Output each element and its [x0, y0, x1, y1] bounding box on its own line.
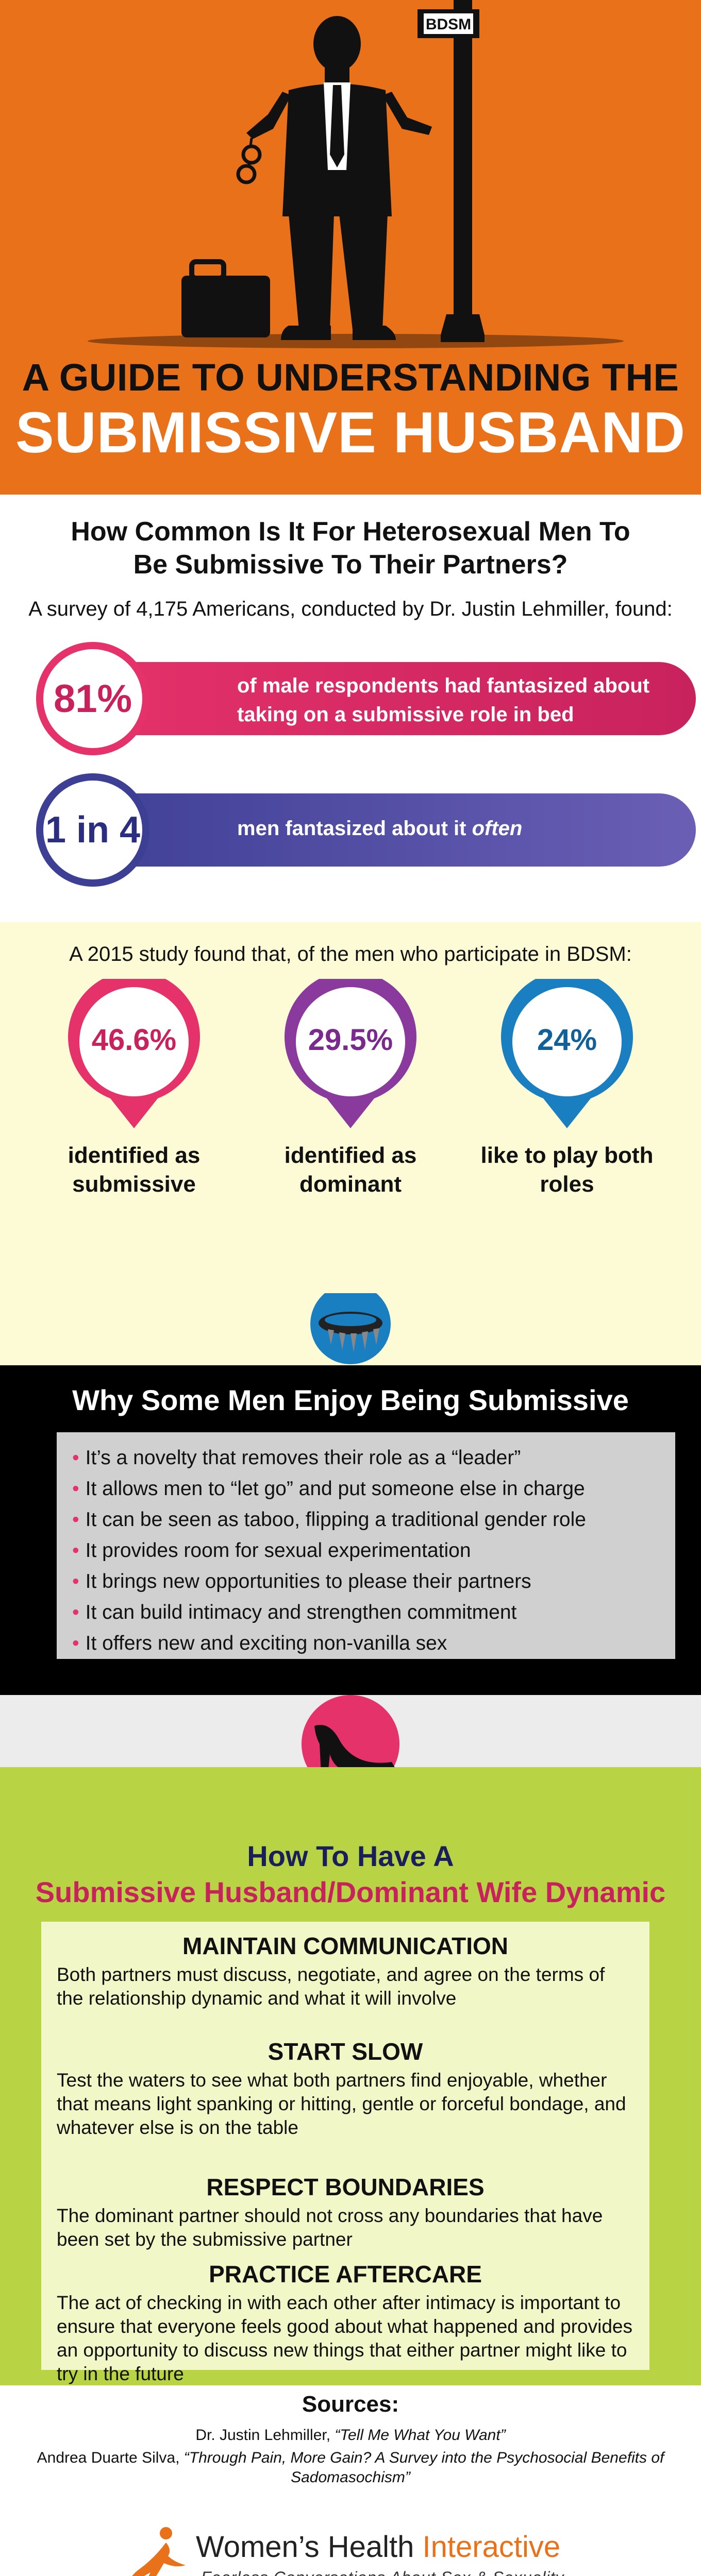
howto-section: How To Have A Submissive Husband/Dominan… [0, 1767, 701, 2385]
stat-label: identified as dominant [284, 1143, 417, 1197]
hero-title-line1: A GUIDE TO UNDERSTANDING THE [22, 356, 679, 399]
man-figure [246, 16, 432, 340]
tip-text: Both partners must discuss, negotiate, a… [57, 1964, 605, 2009]
source-author: Andrea Duarte Silva, [37, 2449, 184, 2466]
list-item-text: It allows men to “let go” and put someon… [85, 1478, 585, 1500]
tip-boundaries: RESPECT BOUNDARIES The dominant partner … [57, 2173, 634, 2251]
stat-text: of male respondents had fantasized about… [237, 674, 650, 726]
womens-health-logo-icon [132, 2527, 186, 2576]
heel-divider [0, 1695, 701, 1767]
stat-percent: 29.5% [308, 1023, 393, 1057]
tip-text: The act of checking in with each other a… [57, 2292, 632, 2384]
map-pin-icon [501, 979, 633, 1128]
bullet: • [72, 1601, 79, 1623]
stat-text-main: men fantasized about it [237, 817, 472, 840]
tip-heading: START SLOW [268, 2038, 423, 2065]
stat-percent: 46.6% [91, 1023, 177, 1057]
tip-aftercare: PRACTICE AFTERCARE The act of checking i… [57, 2260, 634, 2385]
sources-section: Sources: Dr. Justin Lehmiller, “Tell Me … [0, 2385, 701, 2576]
list-item: • It can build intimacy and strengthen co… [72, 1597, 675, 1628]
stat-text: men fantasized about it often [237, 814, 691, 843]
list-item: • It allows men to “let go” and put someo… [72, 1473, 675, 1504]
howto-tips-box: MAINTAIN COMMUNICATION Both partners mus… [41, 1922, 649, 2384]
stat-pin-submissive: 46.6% identified as submissive [57, 979, 211, 1197]
stat-circle: 1 in 4 [36, 773, 149, 887]
why-section: Why Some Men Enjoy Being Submissive • It’… [0, 1365, 701, 1695]
source-work: “Through Pain, More Gain? A Survey into … [183, 2449, 664, 2486]
stat-label: identified as submissive [68, 1143, 201, 1197]
howto-title-line1: How To Have A [247, 1840, 454, 1872]
signpost-icon: BDSM [418, 0, 485, 342]
stat-pin-both: 24% like to play both roles [481, 979, 653, 1197]
brand-name-accent: Interactive [422, 2530, 561, 2564]
handcuffs-icon [236, 138, 262, 184]
why-title: Why Some Men Enjoy Being Submissive [72, 1384, 629, 1416]
tip-text: Test the waters to see what both partner… [57, 2070, 626, 2138]
stat-bar-81: of male respondents had fantasized about… [62, 662, 696, 735]
list-item-text: It can be seen as taboo, flipping a trad… [85, 1509, 586, 1531]
bullet: • [72, 1570, 79, 1592]
why-list: • It’s a novelty that removes their role … [57, 1432, 675, 1659]
survey-section: How Common Is It For Heterosexual Men To… [0, 495, 701, 922]
brand-name-main: Women’s Health [196, 2530, 423, 2564]
tip-heading: RESPECT BOUNDARIES [206, 2174, 485, 2200]
stat-bar-1in4: men fantasized about it often [62, 793, 696, 867]
stat-percent: 24% [537, 1023, 597, 1057]
brand-tagline: Fearless Conversations About Sex & Sexua… [201, 2568, 564, 2576]
howto-title-line2: Submissive Husband/Dominant Wife Dynamic [35, 1876, 666, 1908]
stat-pin-dominant: 29.5% identified as dominant [273, 979, 428, 1197]
map-pin-icon [68, 979, 200, 1128]
tip-text: The dominant partner should not cross an… [57, 2205, 603, 2250]
list-item-text: It can build intimacy and strengthen com… [85, 1601, 517, 1623]
map-pin-icon [285, 979, 416, 1128]
bdsm-study-section: A 2015 study found that, of the men who … [0, 922, 701, 1293]
source-author: Dr. Justin Lehmiller, [195, 2427, 335, 2444]
hero-section: BDSM [0, 0, 701, 495]
tip-start-slow: START SLOW Test the waters to see what b… [57, 2038, 634, 2140]
survey-intro: A survey of 4,175 Americans, conducted b… [28, 598, 673, 620]
bullet: • [72, 1632, 79, 1654]
list-item-text: It’s a novelty that removes their role a… [85, 1447, 521, 1469]
sources-title: Sources: [302, 2392, 399, 2417]
stat-label: like to play both roles [480, 1143, 654, 1197]
collar-divider [0, 1293, 701, 1365]
list-item: • It’s a novelty that removes their role … [72, 1443, 675, 1473]
bdsm-study-intro: A 2015 study found that, of the men who … [69, 943, 632, 965]
bullet: • [72, 1539, 79, 1562]
bullet: • [72, 1478, 79, 1500]
stat-text-emphasis: often [472, 817, 523, 840]
man-in-suit-illustration: BDSM [88, 0, 624, 348]
high-heel-icon [302, 1695, 399, 1767]
list-item: • It provides room for sexual experimenta… [72, 1535, 675, 1566]
spiked-collar-icon [310, 1293, 391, 1364]
signpost-label: BDSM [426, 16, 471, 33]
source-item: Dr. Justin Lehmiller, “Tell Me What You … [0, 2426, 701, 2445]
briefcase-icon [181, 259, 270, 337]
tip-heading: PRACTICE AFTERCARE [209, 2261, 482, 2287]
survey-question: How Common Is It For Heterosexual Men To… [71, 517, 630, 580]
stat-circle: 81% [36, 642, 149, 755]
source-work: “Tell Me What You Want” [335, 2427, 506, 2444]
list-item: • It offers new and exciting non-vanilla … [72, 1628, 675, 1659]
list-item: • It brings new opportunities to please t… [72, 1566, 675, 1597]
tip-heading: MAINTAIN COMMUNICATION [182, 1933, 508, 1959]
tip-communication: MAINTAIN COMMUNICATION Both partners mus… [57, 1932, 634, 2010]
source-item: Andrea Duarte Silva, “Through Pain, More… [0, 2448, 701, 2487]
list-item: • It can be seen as taboo, flipping a tra… [72, 1504, 675, 1535]
bullet: • [72, 1447, 79, 1469]
list-item-text: It offers new and exciting non-vanilla s… [85, 1632, 447, 1654]
list-item-text: It brings new opportunities to please th… [85, 1570, 531, 1592]
hero-title-line2: SUBMISSIVE HUSBAND [15, 400, 686, 465]
why-list-box: • It’s a novelty that removes their role … [57, 1432, 675, 1659]
brand-name: Women’s Health Interactive [196, 2530, 560, 2564]
list-item-text: It provides room for sexual experimentat… [85, 1539, 471, 1562]
bullet: • [72, 1509, 79, 1531]
